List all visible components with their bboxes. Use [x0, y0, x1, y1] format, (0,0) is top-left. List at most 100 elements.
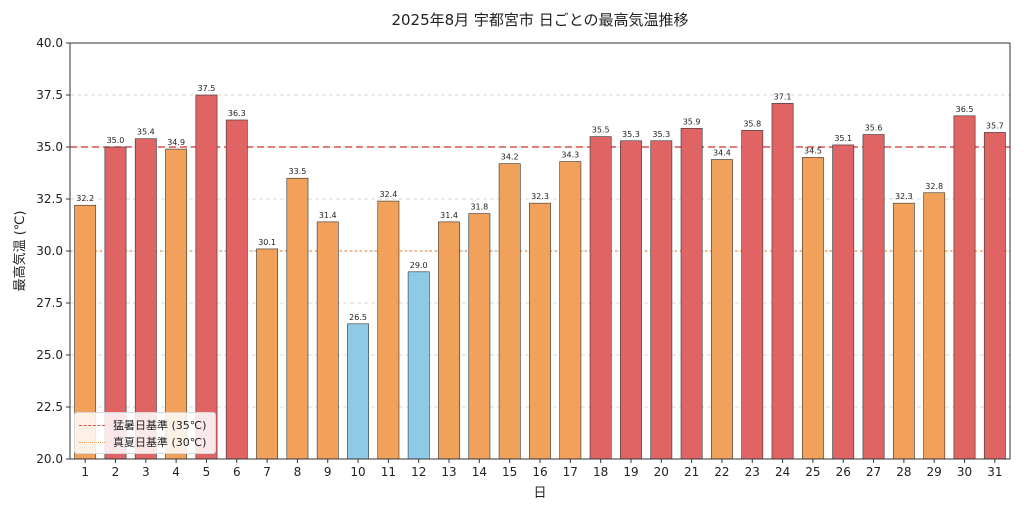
- bar: [347, 323, 369, 460]
- x-tick-label: 23: [745, 465, 760, 479]
- y-tick-label: 20.0: [36, 452, 63, 466]
- bar-value-label: 33.5: [289, 167, 307, 176]
- x-tick-label: 1: [81, 465, 89, 479]
- legend: 猛暑日基準 (35℃) 真夏日基準 (30℃): [74, 412, 216, 454]
- bar-value-label: 35.4: [137, 128, 155, 137]
- bar: [832, 144, 855, 460]
- bar-value-label: 35.3: [652, 130, 670, 139]
- bar: [589, 136, 612, 460]
- bar-value-label: 37.1: [774, 92, 792, 101]
- bar: [680, 127, 703, 460]
- bar: [256, 248, 279, 460]
- x-tick-label: 4: [172, 465, 180, 479]
- legend-label-midsummer: 真夏日基準 (30℃): [113, 436, 207, 449]
- x-tick-label: 14: [472, 465, 487, 479]
- bar-value-label: 29.0: [410, 261, 428, 270]
- y-tick-label: 22.5: [36, 400, 63, 414]
- x-tick-label: 31: [987, 465, 1002, 479]
- bar: [771, 103, 794, 460]
- x-tick-label: 17: [563, 465, 578, 479]
- bar: [650, 140, 673, 460]
- bar: [529, 202, 551, 460]
- bar: [983, 132, 1006, 460]
- x-tick-label: 21: [684, 465, 699, 479]
- bar: [559, 161, 582, 460]
- bar-value-label: 37.5: [198, 84, 216, 93]
- bar-value-label: 34.4: [713, 148, 731, 157]
- x-tick-label: 5: [203, 465, 211, 479]
- bar: [741, 130, 764, 460]
- x-tick-label: 6: [233, 465, 241, 479]
- bar-value-label: 31.4: [440, 211, 458, 220]
- x-tick-label: 18: [593, 465, 608, 479]
- x-tick-label: 3: [142, 465, 150, 479]
- data-labels: 32.2 35.0 35.4 34.9 37.5 36.3 30.1 33.5 31.4 26.5…: [76, 84, 1003, 322]
- x-tick-label: 8: [294, 465, 302, 479]
- bar-value-label: 32.3: [531, 192, 549, 201]
- x-tick-label: 7: [263, 465, 271, 479]
- bar: [195, 94, 218, 460]
- chart-title: 2025年8月 宇都宮市 日ごとの最高気温推移: [391, 11, 688, 29]
- bar: [286, 177, 309, 460]
- y-axis-label: 最高気温 (℃): [12, 211, 28, 292]
- bar: [953, 115, 976, 460]
- dashed-line-swatch: [79, 424, 105, 426]
- x-tick-label: 26: [836, 465, 851, 479]
- bar-value-label: 31.8: [470, 203, 488, 212]
- bars: [74, 94, 1006, 460]
- x-axis-ticks: 1 2 3 4 5 6 7 8 9 10 11 12 13 14 15 16 17 18 19 20 21 22 23 24 2…: [81, 459, 1002, 479]
- x-tick-label: 28: [896, 465, 911, 479]
- y-axis-ticks: 20.0 22.5 25.0 27.5 30.0 32.5 35.0 37.5 40.0: [36, 36, 70, 466]
- bar-value-label: 35.0: [107, 136, 125, 145]
- dotted-line-swatch: [79, 441, 105, 443]
- bar-value-label: 32.8: [925, 182, 943, 191]
- bar: [923, 192, 946, 460]
- x-tick-label: 30: [957, 465, 972, 479]
- bar: [407, 271, 430, 460]
- bar-value-label: 32.3: [895, 192, 913, 201]
- bar-value-label: 32.2: [76, 194, 94, 203]
- bar: [498, 163, 521, 460]
- x-tick-label: 27: [866, 465, 881, 479]
- bar-value-label: 34.2: [501, 153, 519, 162]
- bar: [711, 159, 733, 460]
- bar: [892, 202, 915, 460]
- y-tick-label: 25.0: [36, 348, 63, 362]
- y-tick-label: 30.0: [36, 244, 63, 258]
- bar-value-label: 32.4: [379, 190, 397, 199]
- x-tick-label: 12: [411, 465, 426, 479]
- bar: [468, 213, 491, 460]
- x-tick-label: 9: [324, 465, 332, 479]
- y-tick-label: 32.5: [36, 192, 63, 206]
- x-tick-label: 15: [502, 465, 517, 479]
- bar: [134, 138, 157, 460]
- legend-item-midsummer: 真夏日基準 (30℃): [79, 435, 206, 449]
- bar: [438, 221, 460, 460]
- bar: [225, 119, 248, 460]
- bar-value-label: 26.5: [349, 313, 367, 322]
- bar-value-label: 30.1: [258, 238, 276, 247]
- bar-value-label: 35.1: [834, 134, 852, 143]
- bar-value-label: 36.3: [228, 109, 246, 118]
- x-tick-label: 13: [441, 465, 456, 479]
- x-axis-label: 日: [533, 486, 546, 501]
- bar-value-label: 36.5: [956, 105, 974, 114]
- x-tick-label: 2: [112, 465, 120, 479]
- bar-value-label: 35.7: [986, 121, 1004, 130]
- x-tick-label: 25: [805, 465, 820, 479]
- bar: [316, 221, 339, 460]
- bar-value-label: 31.4: [319, 211, 337, 220]
- bar-value-label: 35.5: [592, 126, 610, 135]
- legend-label-extreme-heat: 猛暑日基準 (35℃): [113, 419, 207, 432]
- bar: [377, 200, 400, 460]
- y-tick-label: 40.0: [36, 36, 63, 50]
- x-tick-label: 10: [350, 465, 365, 479]
- x-tick-label: 29: [927, 465, 942, 479]
- x-tick-label: 19: [623, 465, 638, 479]
- x-tick-label: 24: [775, 465, 790, 479]
- bar-value-label: 35.9: [683, 117, 701, 126]
- bar: [801, 157, 824, 460]
- x-tick-label: 22: [714, 465, 729, 479]
- x-tick-label: 11: [381, 465, 396, 479]
